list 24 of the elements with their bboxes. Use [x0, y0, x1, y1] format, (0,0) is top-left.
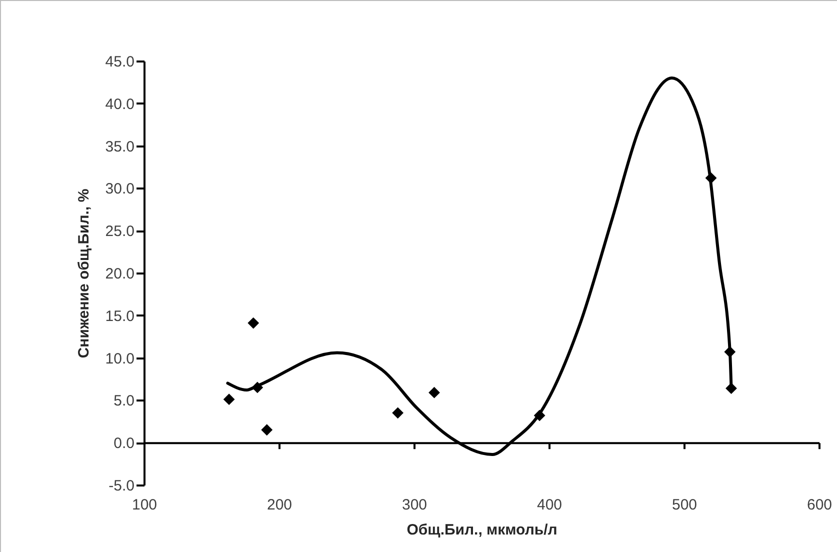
y-tick-label: 20.0	[105, 266, 134, 282]
y-axis-title: Снижение общ.Бил., %	[75, 188, 92, 358]
x-tick-label: 500	[672, 496, 698, 514]
y-tick-label: 25.0	[105, 223, 134, 240]
y-tick-label: 35.0	[105, 138, 134, 156]
y-tick-label: 5.0	[114, 392, 134, 410]
point	[223, 394, 235, 406]
point	[261, 424, 273, 436]
point	[428, 386, 440, 398]
x-tick-label: 200	[266, 496, 292, 514]
x-tick-label: 100	[132, 496, 158, 514]
y-tick-label: 45.0	[105, 54, 134, 70]
x-tick-label: 600	[806, 496, 832, 514]
y-tick-label: 15.0	[105, 308, 134, 325]
y-tick-label: 10.0	[105, 350, 134, 368]
x-tick-label: 400	[536, 496, 562, 514]
point	[392, 407, 404, 419]
point	[248, 317, 260, 329]
y-tick-label: -5.0	[108, 478, 134, 494]
x-axis-title: Общ.Бил., мкмоль/л	[406, 522, 558, 538]
y-tick-label: 0.0	[114, 435, 134, 452]
y-tick-label: 40.0	[105, 96, 134, 113]
y-tick-label: 30.0	[105, 180, 134, 198]
x-tick-label: 300	[402, 496, 428, 514]
